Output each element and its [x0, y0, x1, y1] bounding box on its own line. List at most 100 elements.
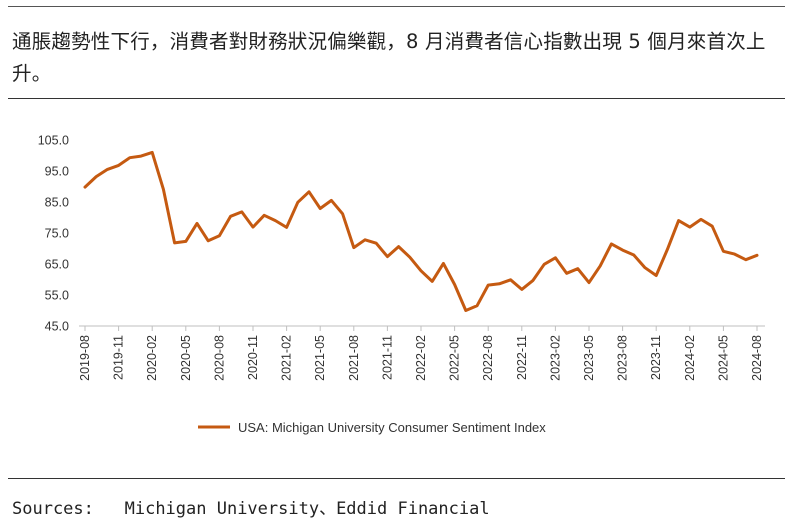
data-point [229, 215, 232, 218]
data-point [84, 186, 87, 189]
legend: USA: Michigan University Consumer Sentim… [198, 420, 546, 435]
data-point [296, 201, 299, 204]
y-tick-label: 85.0 [45, 196, 69, 210]
data-point [352, 246, 355, 249]
data-point [151, 151, 154, 154]
data-point [644, 266, 647, 269]
data-point [140, 155, 143, 158]
y-tick-label: 105.0 [38, 134, 69, 148]
source-note: Sources: Michigan University、Eddid Finan… [12, 494, 490, 519]
data-point [576, 267, 579, 270]
data-point [319, 207, 322, 210]
data-point [240, 210, 243, 213]
x-tick-label: 2022-11 [515, 335, 529, 380]
x-tick-label: 2021-11 [380, 335, 394, 380]
data-point [431, 280, 434, 283]
source-prefix: Sources: [12, 499, 94, 519]
data-point [520, 288, 523, 291]
x-axis: 2019-08 2019-11 2020-02 2020-05 2020-08 2020-… [78, 325, 765, 381]
data-point [341, 212, 344, 215]
data-point [498, 282, 501, 285]
x-tick-label: 2020-11 [246, 335, 260, 380]
data-point [252, 226, 255, 229]
data-point [453, 283, 456, 286]
data-point [733, 253, 736, 256]
y-tick-label: 55.0 [45, 289, 69, 303]
data-point [95, 175, 98, 178]
data-point [308, 190, 311, 193]
x-tick-label: 2020-08 [212, 335, 226, 381]
data-point [610, 242, 613, 245]
x-tick-label: 2019-11 [112, 335, 126, 380]
data-point [386, 255, 389, 258]
data-point [599, 264, 602, 267]
data-point [263, 214, 266, 217]
x-tick-label: 2024-08 [750, 335, 764, 381]
y-tick-label: 45.0 [45, 320, 69, 334]
data-point [128, 156, 131, 159]
data-point [196, 222, 199, 225]
data-point [106, 168, 109, 171]
y-axis: 105.0 95.0 85.0 75.0 65.0 55.0 45.0 [38, 134, 69, 334]
data-point [655, 274, 658, 277]
x-tick-label: 2022-02 [414, 335, 428, 381]
data-point [711, 225, 714, 228]
data-point [285, 226, 288, 229]
data-point [207, 239, 210, 242]
x-tick-label: 2020-02 [145, 335, 159, 381]
data-point [162, 188, 165, 191]
y-tick-label: 65.0 [45, 258, 69, 272]
x-tick-label: 2022-08 [481, 335, 495, 381]
data-point [218, 234, 221, 237]
data-point [666, 248, 669, 251]
x-tick-label: 2021-02 [280, 335, 294, 381]
x-tick-label: 2021-08 [347, 335, 361, 381]
page-title: 通脹趨勢性下行，消費者對財務狀況偏樂觀，8 月消費者信心指數出現 5 個月來首次… [12, 30, 766, 85]
source-text: Michigan University、Eddid Financial [124, 499, 490, 519]
data-point [700, 218, 703, 221]
data-point [117, 164, 120, 167]
data-point [554, 256, 557, 259]
x-tick-label: 2023-05 [582, 335, 596, 381]
data-point [476, 304, 479, 307]
data-point [621, 249, 624, 252]
data-point [464, 309, 467, 312]
x-tick-label: 2023-11 [649, 335, 663, 380]
data-point [744, 258, 747, 261]
series-group [83, 150, 759, 312]
data-point [442, 262, 445, 265]
line-chart: 105.095.085.075.065.055.045.0 2019-08 201… [38, 134, 765, 435]
x-tick-label: 2024-05 [716, 335, 730, 381]
data-point [375, 242, 378, 245]
x-tick-label: 2020-05 [179, 335, 193, 381]
legend-label: USA: Michigan University Consumer Sentim… [238, 420, 546, 435]
data-point [397, 245, 400, 248]
data-point [722, 250, 725, 253]
x-tick-label: 2021-05 [313, 335, 327, 381]
x-tick-label: 2024-02 [683, 335, 697, 381]
data-point [173, 241, 176, 244]
data-point [487, 284, 490, 287]
top-rule [8, 6, 785, 7]
data-point [543, 263, 546, 266]
data-point [364, 238, 367, 241]
data-point [565, 272, 568, 275]
x-tick-label: 2022-05 [448, 335, 462, 381]
data-point [509, 278, 512, 281]
data-point [184, 240, 187, 243]
data-point [274, 219, 277, 222]
data-point [632, 254, 635, 257]
data-point [688, 226, 691, 229]
data-point [408, 256, 411, 259]
x-tick-label: 2023-08 [616, 335, 630, 381]
x-tick-label: 2023-02 [548, 335, 562, 381]
data-point [756, 254, 759, 257]
data-point [677, 219, 680, 222]
data-point [420, 269, 423, 272]
data-point [330, 199, 333, 202]
y-tick-label: 95.0 [45, 165, 69, 179]
data-point [588, 281, 591, 284]
footer-divider [8, 478, 785, 479]
header-divider [8, 98, 785, 99]
series-line [83, 150, 759, 312]
